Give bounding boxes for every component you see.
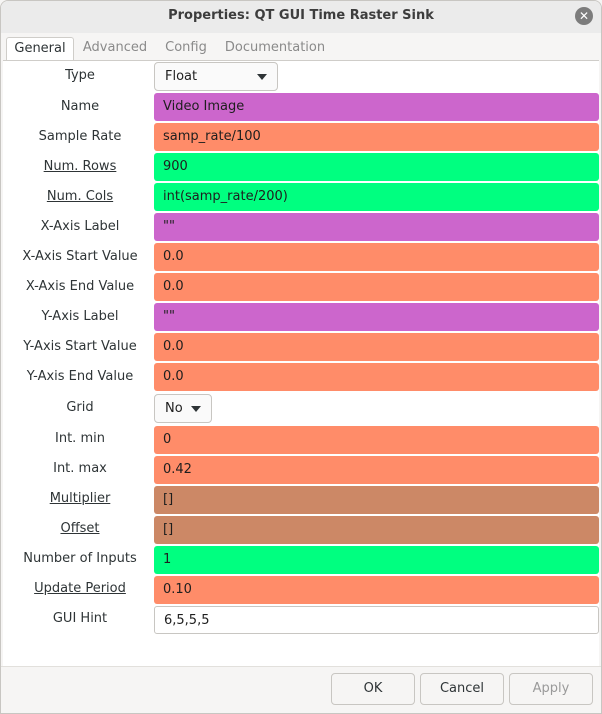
offset-field[interactable]: []: [154, 516, 599, 544]
window-title: Properties: QT GUI Time Raster Sink: [168, 8, 434, 23]
sample-rate-field[interactable]: samp_rate/100: [154, 123, 599, 151]
tab-advanced[interactable]: Advanced: [82, 40, 148, 55]
title-bar: Properties: QT GUI Time Raster Sink ✕: [1, 1, 601, 33]
tab-general[interactable]: General: [6, 37, 74, 61]
tab-config[interactable]: Config: [165, 40, 207, 55]
cancel-button[interactable]: Cancel: [420, 673, 504, 705]
y-axis-label-label: Y-Axis Label: [41, 309, 119, 324]
x-axis-start-label: X-Axis Start Value: [22, 249, 138, 264]
apply-button[interactable]: Apply: [509, 673, 593, 705]
x-axis-end-label: X-Axis End Value: [25, 279, 135, 294]
chevron-down-icon: [257, 74, 267, 80]
x-axis-label-label: X-Axis Label: [40, 219, 120, 234]
multiplier-field[interactable]: []: [154, 486, 599, 514]
y-axis-start-field[interactable]: 0.0: [154, 333, 599, 361]
chevron-down-icon: [191, 406, 201, 412]
int-max-field[interactable]: 0.42: [154, 456, 599, 484]
name-field[interactable]: Video Image: [154, 93, 599, 121]
num-inputs-field[interactable]: 1: [154, 546, 599, 574]
grid-value: No: [165, 401, 183, 416]
y-axis-label-field[interactable]: "": [154, 303, 599, 331]
num-cols-label: Num. Cols: [46, 189, 114, 204]
num-rows-field[interactable]: 900: [154, 153, 599, 181]
num-rows-label: Num. Rows: [43, 159, 117, 174]
type-label: Type: [65, 68, 95, 83]
int-min-label: Int. min: [55, 431, 105, 446]
num-inputs-label: Number of Inputs: [23, 551, 137, 566]
gui-hint-field[interactable]: 6,5,5,5: [154, 606, 599, 634]
multiplier-label: Multiplier: [49, 491, 111, 506]
ok-button[interactable]: OK: [331, 673, 415, 705]
int-min-field[interactable]: 0: [154, 426, 599, 454]
close-icon[interactable]: ✕: [575, 7, 593, 25]
y-axis-end-field[interactable]: 0.0: [154, 363, 599, 391]
update-period-field[interactable]: 0.10: [154, 576, 599, 604]
tab-documentation[interactable]: Documentation: [224, 40, 326, 55]
gui-hint-label: GUI Hint: [52, 611, 108, 626]
type-value: Float: [165, 69, 198, 84]
x-axis-label-field[interactable]: "": [154, 213, 599, 241]
y-axis-end-label: Y-Axis End Value: [26, 369, 134, 384]
name-label: Name: [60, 99, 100, 114]
type-dropdown[interactable]: Float: [154, 62, 278, 91]
x-axis-end-field[interactable]: 0.0: [154, 273, 599, 301]
sample-rate-label: Sample Rate: [38, 129, 122, 144]
grid-dropdown[interactable]: No: [154, 394, 212, 423]
update-period-label: Update Period: [34, 581, 126, 596]
num-cols-field[interactable]: int(samp_rate/200): [154, 183, 599, 211]
offset-label: Offset: [60, 521, 100, 536]
int-max-label: Int. max: [53, 461, 107, 476]
footer-divider: [1, 666, 601, 667]
tab-bar: General Advanced Config Documentation: [1, 33, 601, 61]
y-axis-start-label: Y-Axis Start Value: [23, 339, 137, 354]
general-panel: Type Float Name Video Image Sample Rate …: [3, 60, 599, 667]
x-axis-start-field[interactable]: 0.0: [154, 243, 599, 271]
grid-label: Grid: [66, 400, 94, 415]
